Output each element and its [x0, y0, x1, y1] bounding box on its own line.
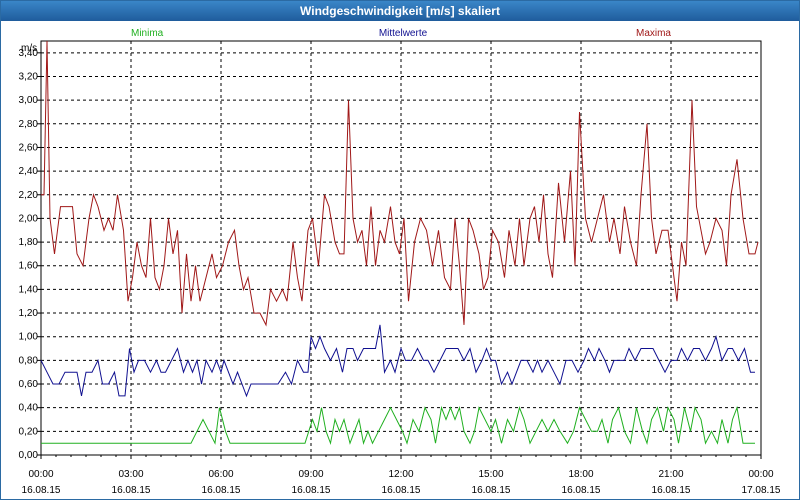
legend-mittelwerte: Mittelwerte	[379, 28, 428, 39]
chart-title: Windgeschwindigkeit [m/s] skaliert	[1, 1, 799, 21]
x-tick-label-date: 16.08.15	[472, 485, 511, 496]
series-line-minima	[41, 405, 755, 446]
line-chart: Minima Mittelwerte Maxima m/s 0,00 0,20 0,…	[19, 28, 781, 496]
x-tick-label-time: 15:00	[478, 469, 503, 480]
y-tick-label: 3,20	[19, 71, 39, 82]
y-tick-label: 2,40	[19, 166, 39, 177]
y-tick-label: 0,00	[19, 450, 39, 461]
x-tick-label-time: 00:00	[28, 469, 53, 480]
x-tick-label-date: 16.08.15	[292, 485, 331, 496]
y-tick-label: 0,40	[19, 403, 39, 414]
y-tick-label: 2,00	[19, 213, 39, 224]
series-line-maxima	[41, 40, 759, 327]
x-tick-label-time: 00:00	[748, 469, 773, 480]
x-tick-label-date: 16.08.15	[382, 485, 421, 496]
y-axis-label: m/s	[21, 43, 37, 54]
x-tick-label-date: 16.08.15	[22, 485, 61, 496]
y-tick-label: 1,60	[19, 261, 39, 272]
y-tick-label: 0,60	[19, 379, 39, 390]
x-tick-label-time: 21:00	[658, 469, 683, 480]
x-tick-label-time: 06:00	[208, 469, 233, 480]
y-tick-label: 1,00	[19, 332, 39, 343]
y-tick-label: 0,80	[19, 355, 39, 366]
y-tick-label: 0,20	[19, 426, 39, 437]
y-tick-label: 1,20	[19, 308, 39, 319]
y-tick-label: 3,40	[19, 48, 39, 59]
legend-maxima: Maxima	[636, 28, 671, 39]
y-tick-label: 3,00	[19, 95, 39, 106]
x-tick-label-time: 12:00	[388, 469, 413, 480]
y-tick-label: 1,40	[19, 284, 39, 295]
x-tick-label-time: 03:00	[118, 469, 143, 480]
x-tick-label-date: 17.08.15	[742, 485, 781, 496]
y-tick-label: 1,80	[19, 237, 39, 248]
y-tick-label: 2,60	[19, 142, 39, 153]
x-tick-label-date: 16.08.15	[112, 485, 151, 496]
y-tick-label: 2,20	[19, 190, 39, 201]
x-tick-label-time: 18:00	[568, 469, 593, 480]
series-line-mittelwerte	[40, 324, 755, 398]
legend-minima: Minima	[131, 28, 164, 39]
x-tick-label-date: 16.08.15	[562, 485, 601, 496]
x-tick-label-time: 09:00	[298, 469, 323, 480]
x-tick-label-date: 16.08.15	[202, 485, 241, 496]
y-tick-label: 2,80	[19, 119, 39, 130]
x-tick-label-date: 16.08.15	[652, 485, 691, 496]
